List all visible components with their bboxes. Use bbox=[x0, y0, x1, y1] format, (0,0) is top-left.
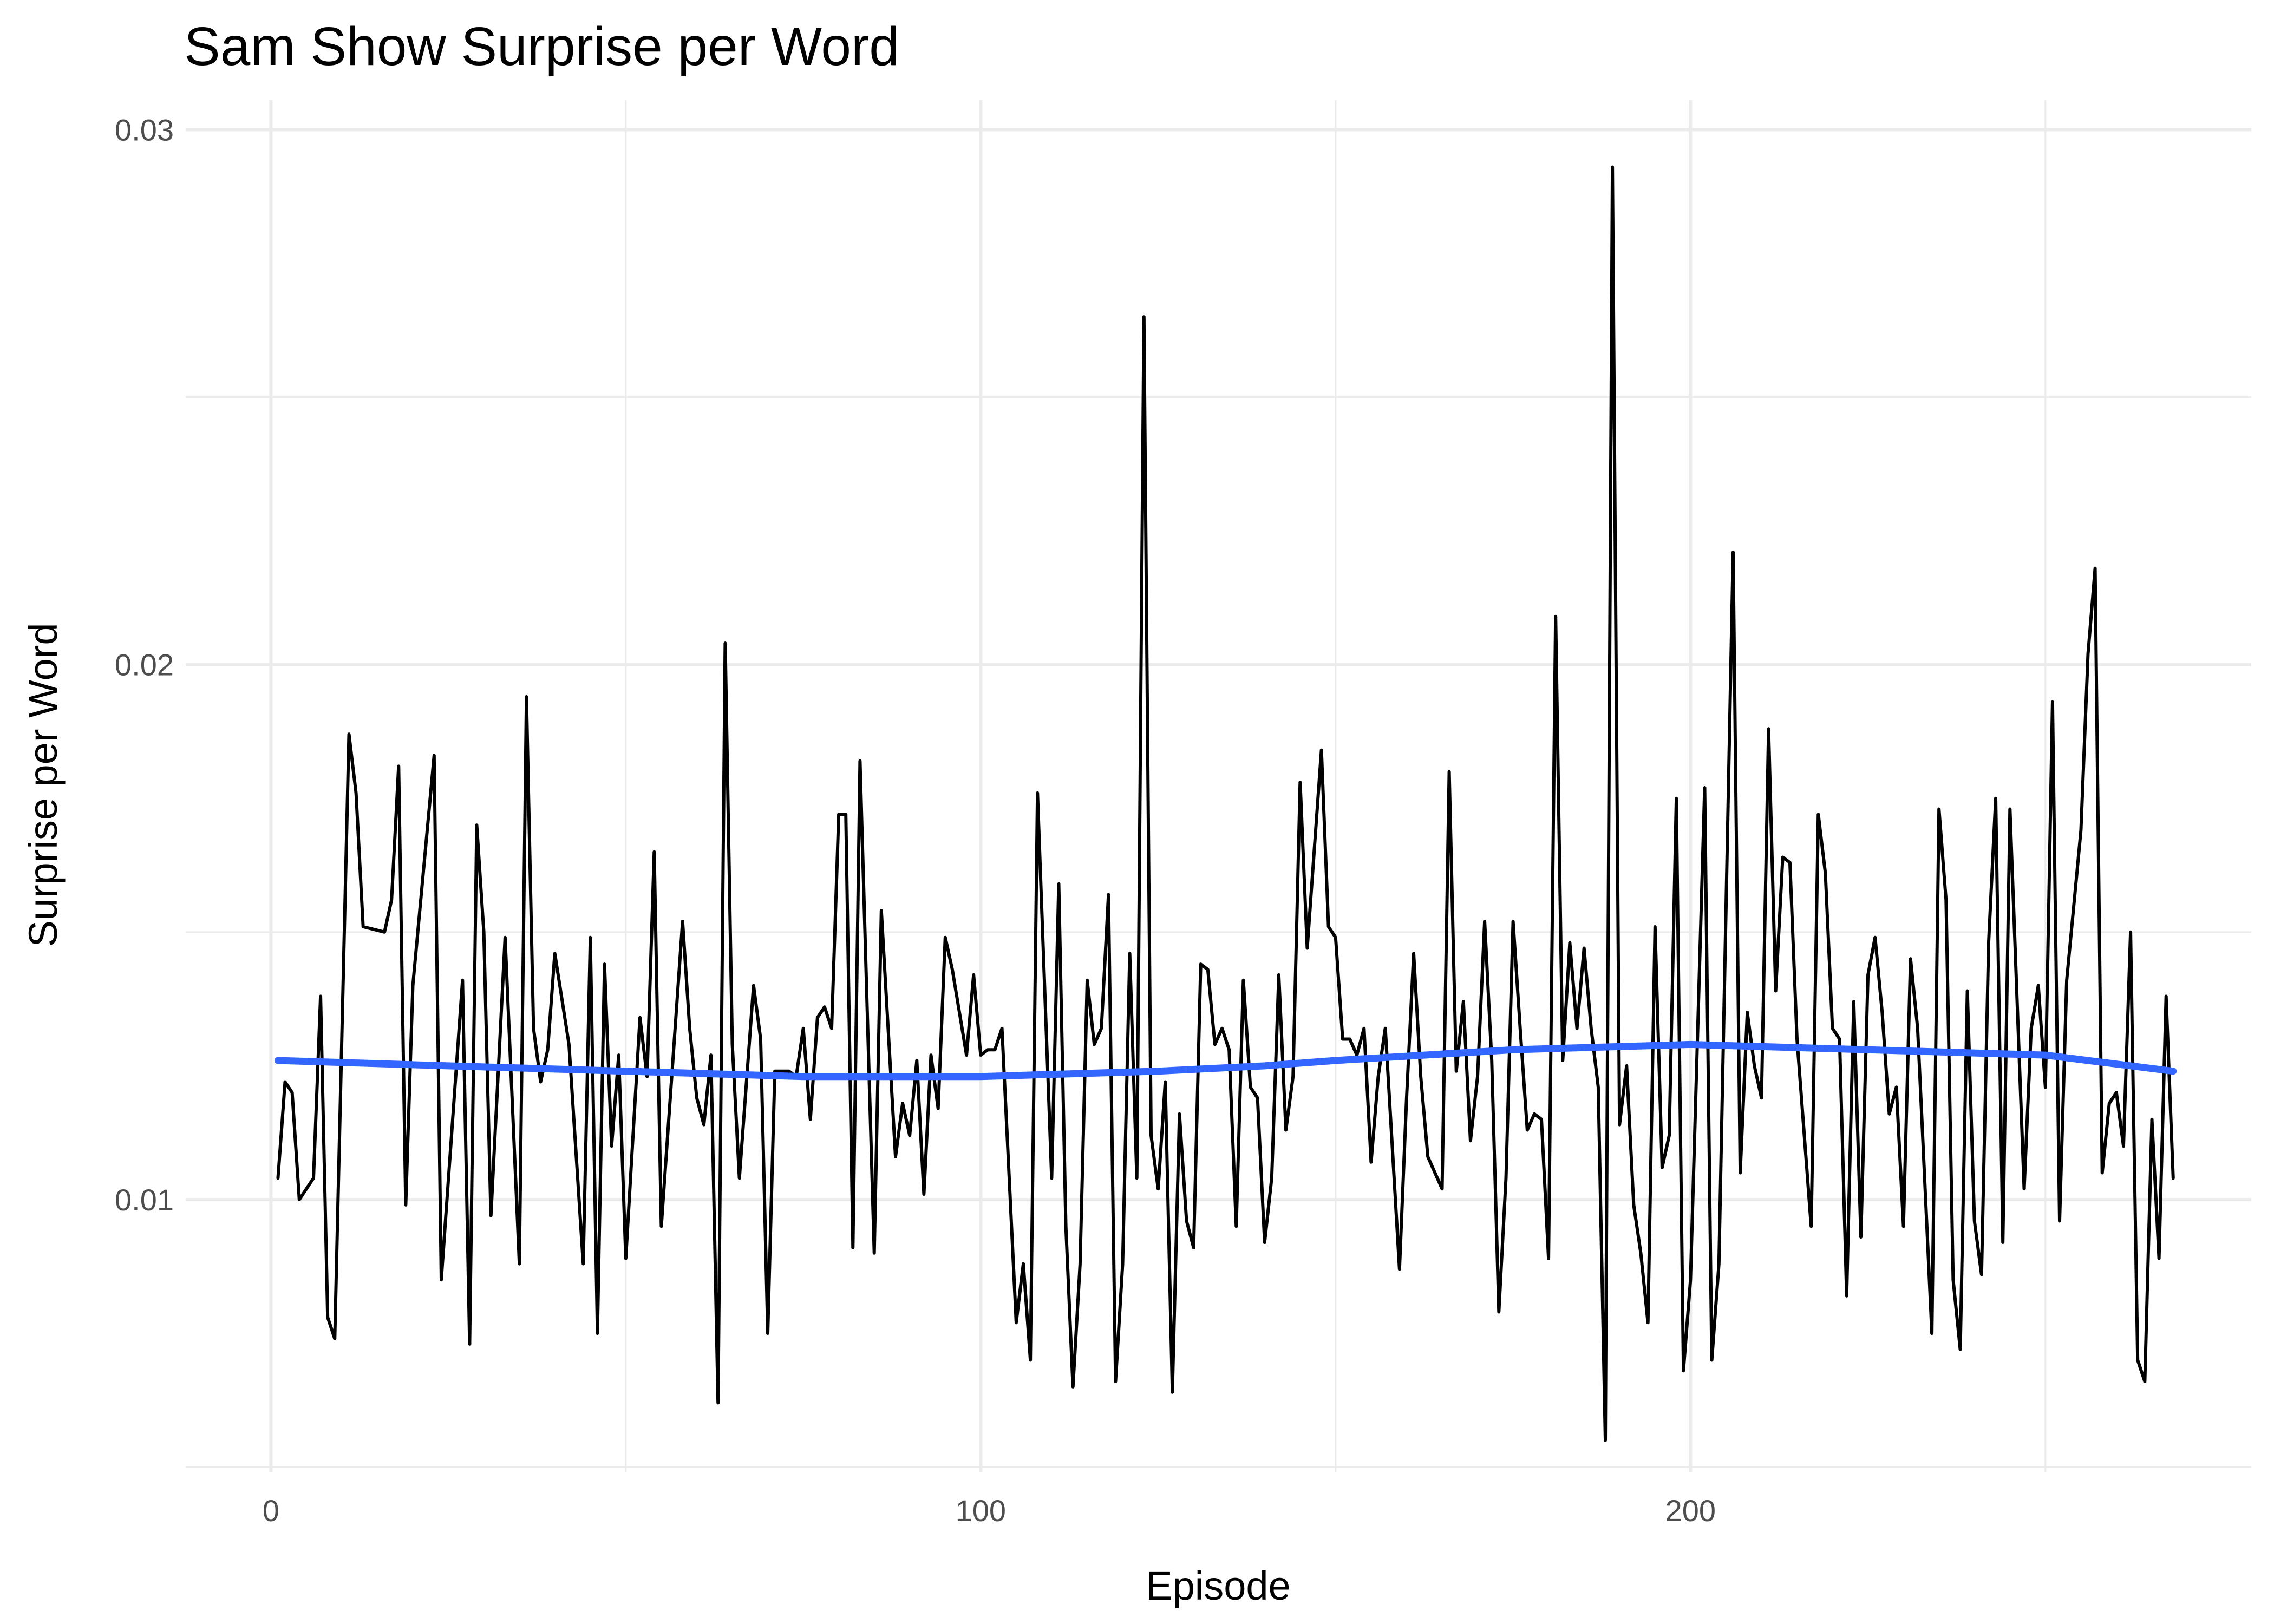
x-tick-label: 0 bbox=[263, 1494, 279, 1528]
data-line bbox=[276, 165, 2175, 1442]
x-tick-label: 100 bbox=[956, 1494, 1006, 1528]
chart-title: Sam Show Surprise per Word bbox=[184, 16, 899, 77]
y-tick-label: 0.03 bbox=[115, 113, 174, 147]
y-tick-label: 0.01 bbox=[115, 1183, 174, 1217]
y-tick-label: 0.02 bbox=[115, 648, 174, 682]
smooth-line bbox=[274, 1040, 2177, 1081]
x-tick-label: 200 bbox=[1665, 1494, 1716, 1528]
x-axis-title: Episode bbox=[1146, 1563, 1290, 1608]
y-axis-title: Surprise per Word bbox=[21, 623, 66, 947]
